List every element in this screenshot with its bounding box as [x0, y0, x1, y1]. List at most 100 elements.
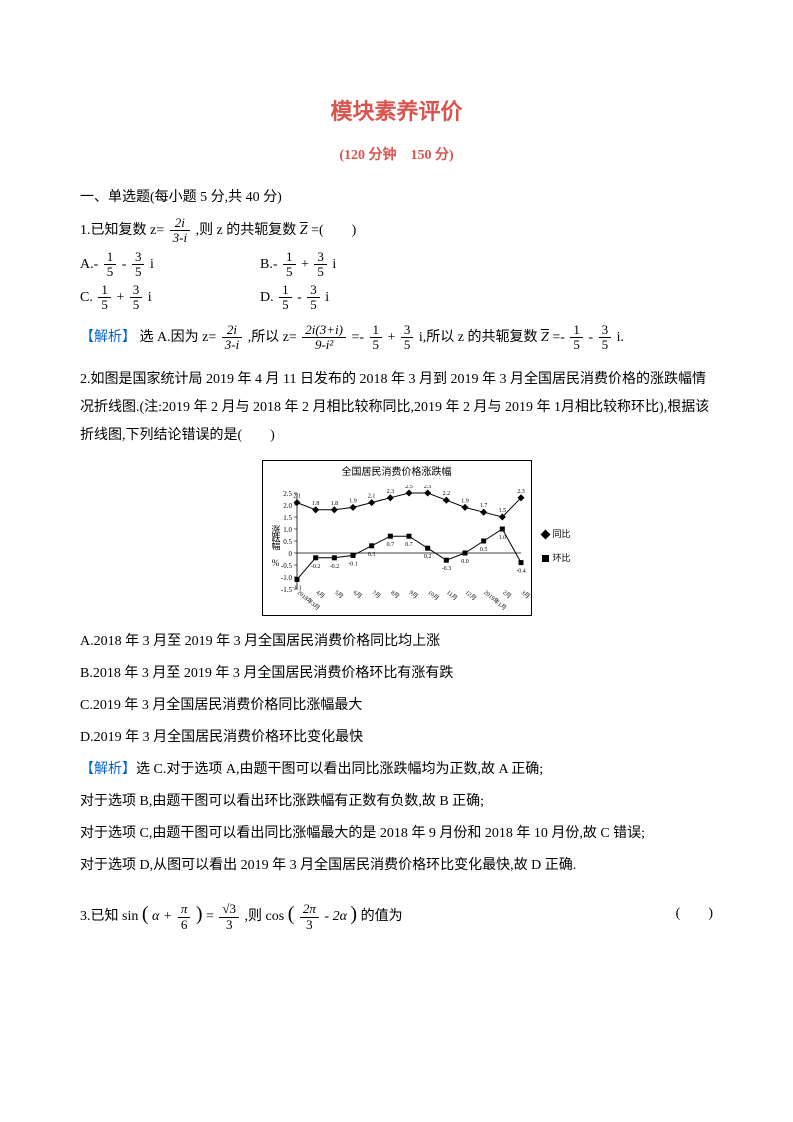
chart-svg: 2.52.01.51.00.50-0.5-1.0-1.52018年3月4月5月6…: [263, 485, 531, 615]
svg-text:0.5: 0.5: [479, 547, 487, 553]
text: 选 C.对于选项 A,由题干图可以看出同比涨跌幅均为正数,故 A 正确;: [136, 762, 543, 777]
q2-ana2: 对于选项 B,由题干图可以看出环比涨跌幅有正数有负数,故 B 正确;: [80, 788, 713, 816]
square-icon: [542, 555, 549, 562]
n: 1: [570, 323, 583, 338]
q2-stem: 2.如图是国家统计局 2019 年 4 月 11 日发布的 2018 年 3 月…: [80, 366, 713, 450]
n: 1: [279, 283, 292, 298]
paren: (: [288, 903, 295, 925]
svg-text:2.1: 2.1: [293, 494, 301, 500]
subtitle: (120 分钟 150 分): [80, 142, 713, 170]
text: -: [297, 290, 302, 305]
q1-frac-den: 3-i: [170, 231, 190, 245]
svg-text:1.5: 1.5: [498, 508, 506, 514]
q1-opt-b: B.- 15 + 35 i: [260, 250, 440, 280]
svg-text:-0.3: -0.3: [441, 567, 451, 573]
d: 5: [132, 265, 145, 279]
d: 3: [219, 918, 239, 932]
d: 9-i²: [302, 338, 346, 352]
svg-text:-0.4: -0.4: [516, 569, 526, 575]
d: 5: [307, 298, 320, 312]
analysis-label: 【解析】: [80, 762, 136, 777]
legend-item: 环比: [542, 549, 570, 567]
svg-text:6月: 6月: [351, 590, 362, 601]
svg-text:5月: 5月: [333, 590, 344, 601]
n: 1: [283, 250, 296, 265]
svg-text:0.2: 0.2: [423, 555, 431, 561]
svg-text:1.5: 1.5: [283, 514, 292, 522]
svg-text:9月: 9月: [407, 590, 418, 601]
frac: 2i(3+i)9-i²: [302, 323, 346, 353]
text: 选 A.因为 z=: [140, 330, 217, 345]
q1-stem: 1.已知复数 z= 2i 3-i ,则 z 的共轭复数 Z =( ): [80, 216, 713, 246]
analysis-label: 【解析】: [80, 330, 136, 345]
n: 3: [314, 250, 327, 265]
chart-legend: 同比 环比: [542, 525, 570, 567]
svg-text:1.9: 1.9: [349, 499, 357, 505]
n: 2i(3+i): [302, 323, 346, 338]
text: -: [122, 257, 127, 272]
q1-frac: 2i 3-i: [170, 216, 190, 246]
svg-text:4月: 4月: [314, 590, 325, 601]
q1-options-row2: C. 15 + 35 i D. 15 - 35 i: [80, 283, 713, 313]
svg-text:12月: 12月: [463, 590, 477, 603]
svg-text:-1.1: -1.1: [292, 586, 302, 592]
text: i.: [617, 330, 624, 345]
frac: 35: [599, 323, 612, 353]
svg-text:8月: 8月: [389, 590, 400, 601]
n: 3: [401, 323, 414, 338]
text: ,所以 z=: [248, 330, 297, 345]
n: π: [178, 902, 191, 917]
q1-opt-c: C. 15 + 35 i: [80, 283, 260, 313]
frac: 35: [132, 250, 145, 280]
q1-analysis: 【解析】 选 A.因为 z= 2i3-i ,所以 z= 2i(3+i)9-i² …: [80, 323, 713, 353]
q1-options-row1: A.- 15 - 35 i B.- 15 + 35 i: [80, 250, 713, 280]
svg-text:10月: 10月: [426, 590, 440, 603]
svg-text:0.7: 0.7: [405, 543, 413, 549]
d: 3-i: [222, 338, 242, 352]
n: √3: [219, 902, 239, 917]
text: +: [301, 257, 309, 272]
text: -: [588, 330, 593, 345]
q2-ana4: 对于选项 D,从图可以看出 2019 年 3 月全国居民消费价格环比变化最快,故…: [80, 852, 713, 880]
text: - 2α: [324, 909, 347, 924]
q1-opt-a: A.- 15 - 35 i: [80, 250, 260, 280]
q1-frac-num: 2i: [170, 216, 190, 231]
d: 5: [98, 298, 111, 312]
frac: 35: [130, 283, 143, 313]
svg-text:2.5: 2.5: [405, 485, 413, 490]
q2-opt-b: B.2018 年 3 月至 2019 年 3 月全国居民消费价格环比有涨有跌: [80, 660, 713, 688]
svg-text:0.0: 0.0: [461, 559, 469, 565]
text: C.: [80, 290, 93, 305]
frac: 15: [370, 323, 383, 353]
frac: 35: [401, 323, 414, 353]
frac: π6: [178, 902, 191, 932]
d: 5: [104, 265, 117, 279]
text: ,则 cos: [245, 909, 285, 924]
d: 5: [314, 265, 327, 279]
zbar: Z: [541, 330, 549, 345]
q2-opt-a: A.2018 年 3 月至 2019 年 3 月全国居民消费价格同比均上涨: [80, 628, 713, 656]
q2-ana1: 【解析】选 C.对于选项 A,由题干图可以看出同比涨跌幅均为正数,故 A 正确;: [80, 756, 713, 784]
d: 5: [279, 298, 292, 312]
text: A.-: [80, 257, 98, 272]
diamond-icon: [541, 529, 551, 539]
q1-stem-prefix: 1.已知复数 z=: [80, 223, 164, 238]
q1-stem-suffix: ,则 z 的共轭复数: [196, 223, 297, 238]
svg-text:2.5: 2.5: [423, 485, 431, 490]
d: 5: [370, 338, 383, 352]
svg-text:0.7: 0.7: [386, 543, 394, 549]
q2-ana3: 对于选项 C,由题干图可以看出同比涨幅最大的是 2018 年 9 月份和 201…: [80, 820, 713, 848]
svg-text:1.7: 1.7: [479, 504, 487, 510]
text: 3.已知 sin: [80, 909, 138, 924]
svg-text:2.2: 2.2: [442, 492, 450, 498]
frac: √33: [219, 902, 239, 932]
d: 3: [300, 918, 319, 932]
svg-text:0.3: 0.3: [367, 552, 375, 558]
frac: 15: [104, 250, 117, 280]
svg-text:1.0: 1.0: [498, 535, 506, 541]
chart-ylabel: 涨跌幅 %: [267, 525, 285, 567]
svg-text:2.1: 2.1: [367, 494, 375, 500]
text: i: [325, 290, 329, 305]
svg-text:1.9: 1.9: [461, 499, 469, 505]
n: 3: [599, 323, 612, 338]
